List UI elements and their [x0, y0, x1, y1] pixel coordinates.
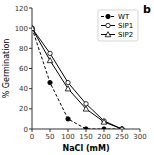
x-tick-label: 50	[46, 133, 55, 141]
y-tick-label: 40	[19, 85, 28, 93]
legend-marker	[106, 14, 110, 18]
series-marker	[48, 51, 52, 55]
x-tick-label: 100	[61, 133, 74, 141]
y-axis-label: % Germination	[2, 39, 11, 99]
series-marker	[66, 80, 70, 84]
chart: 0 50 100 150 200 250 300 0 20 40 60 80 100 120 NaCl (m…	[0, 0, 154, 155]
series-marker	[83, 106, 89, 111]
x-tick	[50, 129, 51, 132]
x-tick-label: 300	[133, 133, 146, 141]
y-tick	[29, 88, 32, 89]
series-marker	[32, 26, 34, 30]
series-marker	[120, 127, 124, 129]
legend-label: SIP1	[118, 22, 133, 30]
series-marker	[65, 86, 71, 91]
legend: WTSIP1SIP2	[98, 10, 138, 41]
series-marker	[32, 26, 34, 30]
y-tick-label: 80	[19, 45, 28, 53]
x-tick	[140, 129, 141, 132]
title: b	[143, 3, 151, 16]
y-tick	[29, 68, 32, 69]
x-tick	[122, 129, 123, 132]
legend-label: SIP2	[118, 31, 133, 39]
y-tick-label: 100	[15, 25, 28, 33]
x-tick	[68, 129, 69, 132]
x-tick-label: 250	[115, 133, 128, 141]
x-tick-label: 150	[79, 133, 92, 141]
x-tick-label: 200	[97, 133, 110, 141]
series-marker	[120, 127, 124, 129]
y-tick-label: 0	[24, 126, 28, 134]
legend-box	[98, 10, 138, 41]
series-line	[32, 28, 122, 129]
legend-marker	[105, 32, 111, 37]
series-marker	[66, 117, 70, 121]
x-tick	[86, 129, 87, 132]
y-tick	[29, 48, 32, 49]
axes: 0 50 100 150 200 250 300 0 20 40 60 80 100 120	[15, 5, 147, 142]
y-tick	[29, 108, 32, 109]
y-tick-label: 60	[19, 65, 28, 73]
series-line	[32, 28, 122, 129]
y-tick-label: 120	[15, 5, 28, 13]
series-line	[32, 28, 122, 129]
x-tick	[104, 129, 105, 132]
series-marker	[101, 119, 107, 124]
x-tick-label: 0	[30, 133, 34, 141]
y-tick	[29, 8, 32, 9]
series-marker	[119, 126, 125, 129]
x-axis-label: NaCl (mM)	[62, 144, 109, 153]
y-tick-label: 20	[19, 105, 28, 113]
series-marker	[48, 80, 52, 84]
legend-marker	[106, 23, 110, 27]
y-tick	[29, 28, 32, 29]
series-marker	[47, 58, 53, 63]
legend-label: WT	[118, 13, 130, 21]
series-marker	[32, 25, 35, 30]
series-marker	[84, 127, 88, 129]
series-marker	[102, 127, 106, 129]
y-tick	[29, 129, 32, 130]
